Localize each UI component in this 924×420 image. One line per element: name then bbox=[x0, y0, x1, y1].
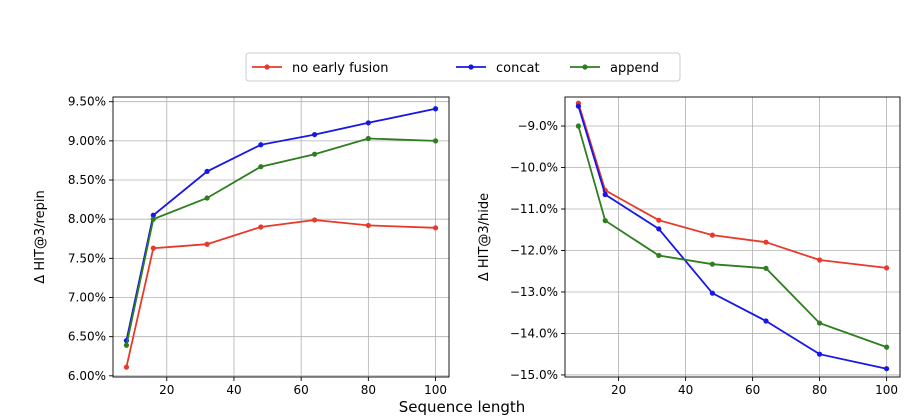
data-point bbox=[123, 364, 130, 370]
data-point bbox=[365, 135, 371, 142]
plot-frame bbox=[112, 96, 450, 378]
data-point bbox=[817, 257, 823, 263]
subplot-repin: 20 40 60 80 100 6.00% 6.50% 7.00% 7.50% 8.00% 8.50… bbox=[33, 95, 450, 397]
y-tick-label: 6.00% bbox=[68, 369, 106, 383]
x-axis-label: Sequence length bbox=[399, 398, 526, 416]
data-point bbox=[312, 151, 318, 157]
data-point bbox=[884, 366, 890, 372]
data-point bbox=[258, 224, 264, 230]
legend-label: no early fusion bbox=[292, 61, 388, 76]
y-tick-label: 8.50% bbox=[68, 173, 106, 187]
x-tick-label: 60 bbox=[294, 383, 309, 397]
data-point bbox=[312, 131, 318, 138]
data-point bbox=[575, 103, 582, 109]
data-point bbox=[884, 344, 890, 350]
series-line-no-early-fusion bbox=[577, 102, 887, 269]
data-point bbox=[258, 164, 264, 170]
data-point bbox=[884, 265, 890, 271]
x-tick-label: 100 bbox=[875, 383, 898, 397]
y-tick-label: 9.00% bbox=[68, 134, 106, 148]
y-tick-label: 7.50% bbox=[68, 251, 106, 265]
x-tick-label: 40 bbox=[678, 383, 693, 397]
data-point bbox=[763, 318, 769, 324]
legend: no early fusion concat append bbox=[245, 52, 681, 82]
data-point bbox=[602, 191, 608, 198]
data-point bbox=[709, 232, 716, 238]
series-line-append bbox=[125, 137, 436, 346]
x-tick-label: 20 bbox=[611, 383, 626, 397]
x-tick-label: 60 bbox=[745, 383, 760, 397]
data-point bbox=[432, 138, 439, 144]
x-tick-label: 100 bbox=[424, 383, 447, 397]
y-axis-label: Δ HIT@3/hide bbox=[477, 193, 492, 281]
y-tick-label: −15.0% bbox=[510, 368, 558, 382]
data-point bbox=[817, 351, 823, 357]
data-point bbox=[575, 123, 582, 129]
data-point bbox=[817, 320, 823, 326]
data-point bbox=[709, 290, 716, 296]
x-tick-label: 20 bbox=[159, 383, 174, 397]
legend-marker bbox=[468, 64, 474, 70]
y-axis-label: Δ HIT@3/repin bbox=[33, 190, 48, 283]
legend-label: concat bbox=[496, 61, 540, 76]
legend-marker bbox=[264, 64, 270, 70]
y-tick-label: 8.00% bbox=[68, 212, 106, 226]
data-point bbox=[365, 222, 371, 229]
y-tick-label: −14.0% bbox=[510, 326, 558, 340]
data-point bbox=[656, 252, 662, 259]
data-point bbox=[709, 261, 716, 267]
legend-marker bbox=[582, 64, 588, 70]
x-tick-label: 80 bbox=[361, 383, 376, 397]
y-tick-label: −13.0% bbox=[510, 285, 558, 299]
data-point bbox=[432, 225, 439, 231]
data-point bbox=[365, 120, 371, 126]
series-line-append bbox=[577, 125, 887, 348]
y-tick-label: −11.0% bbox=[510, 202, 558, 216]
y-tick-label: −12.0% bbox=[510, 243, 558, 257]
y-tick-label: −9.0% bbox=[517, 119, 558, 133]
data-point bbox=[432, 106, 439, 112]
data-point bbox=[763, 265, 769, 271]
y-tick-label: 9.50% bbox=[68, 95, 106, 109]
data-point bbox=[258, 142, 264, 148]
data-point bbox=[602, 218, 608, 224]
y-tick-label: 7.00% bbox=[68, 291, 106, 305]
y-tick-label: 6.50% bbox=[68, 330, 106, 344]
series-line-no-early-fusion bbox=[125, 219, 436, 368]
data-point bbox=[204, 241, 210, 247]
plot-frame bbox=[564, 96, 901, 378]
x-tick-label: 40 bbox=[226, 383, 241, 397]
data-point bbox=[150, 245, 156, 251]
data-point bbox=[656, 217, 662, 223]
data-point bbox=[204, 168, 210, 175]
data-point bbox=[763, 239, 769, 245]
data-point bbox=[656, 226, 662, 232]
subplot-hide: 20 40 60 80 100 −9.0% −10.0% −11.0% −12.0% −13.0%… bbox=[477, 96, 901, 397]
data-point bbox=[312, 217, 318, 223]
data-point bbox=[204, 195, 210, 201]
x-tick-label: 80 bbox=[812, 383, 827, 397]
data-point bbox=[150, 212, 156, 218]
data-point bbox=[123, 342, 130, 348]
legend-label: append bbox=[610, 61, 659, 76]
y-tick-label: −10.0% bbox=[510, 161, 558, 175]
data-point bbox=[150, 216, 156, 222]
